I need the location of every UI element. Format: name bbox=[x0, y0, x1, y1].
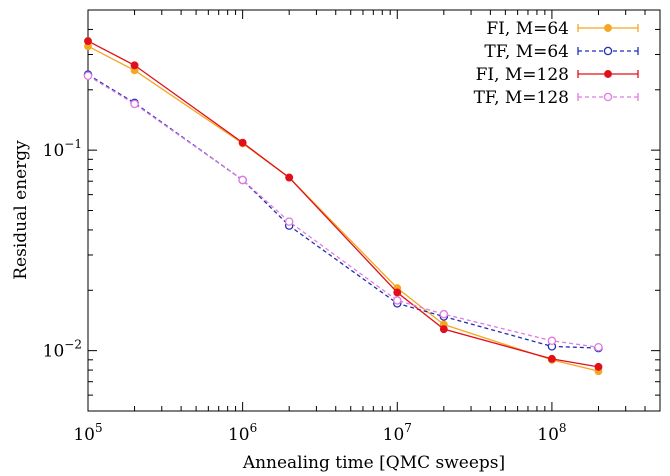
legend-label: TF, M=128 bbox=[474, 88, 569, 108]
data-point bbox=[594, 362, 603, 371]
y-tick-label: 10−1 bbox=[43, 137, 82, 161]
data-point bbox=[439, 309, 449, 319]
legend-marker bbox=[603, 46, 613, 56]
data-point bbox=[84, 37, 92, 46]
x-tick-label: 108 bbox=[537, 421, 566, 445]
data-point bbox=[285, 173, 294, 182]
legend-marker bbox=[604, 70, 612, 78]
legend-item: FI, M=128 bbox=[476, 65, 639, 85]
legend-item: FI, M=64 bbox=[486, 19, 639, 39]
series-3 bbox=[84, 37, 603, 371]
legend: FI, M=64 TF, M=64 FI, M=128 TF, M=128 bbox=[474, 19, 639, 108]
x-tick-label: 107 bbox=[383, 421, 412, 445]
data-point bbox=[130, 99, 139, 109]
y-axis: 10−1 10−2 bbox=[43, 9, 660, 412]
series-2 bbox=[83, 70, 603, 353]
y-tick-label: 10−2 bbox=[43, 338, 82, 362]
data-point bbox=[284, 217, 294, 226]
series-line bbox=[87, 74, 599, 349]
x-tick-label: 105 bbox=[73, 421, 102, 445]
series-layer bbox=[83, 37, 603, 376]
legend-item: TF, M=128 bbox=[474, 88, 639, 108]
series-line bbox=[87, 75, 599, 348]
series-line bbox=[87, 40, 599, 368]
data-point bbox=[439, 325, 448, 334]
data-point bbox=[393, 288, 402, 297]
legend-item: TF, M=64 bbox=[484, 42, 639, 62]
x-tick-label: 106 bbox=[228, 421, 257, 445]
legend-marker bbox=[603, 92, 613, 102]
data-point bbox=[238, 175, 247, 185]
data-point bbox=[594, 342, 603, 352]
series-4 bbox=[83, 71, 603, 352]
y-axis-label: Residual energy bbox=[11, 140, 31, 280]
plot-frame bbox=[87, 9, 661, 412]
data-point bbox=[547, 336, 557, 346]
data-point bbox=[83, 71, 93, 80]
legend-label: TF, M=64 bbox=[484, 42, 569, 62]
legend-label: FI, M=64 bbox=[486, 19, 569, 39]
x-axis: 105 106 107 108 bbox=[73, 10, 661, 445]
legend-marker bbox=[604, 24, 612, 32]
legend-label: FI, M=128 bbox=[476, 65, 569, 85]
data-point bbox=[393, 296, 402, 305]
x-axis-label: Annealing time [QMC sweeps] bbox=[242, 453, 505, 473]
data-point bbox=[547, 354, 556, 363]
data-point bbox=[238, 138, 247, 147]
data-point bbox=[130, 61, 139, 70]
